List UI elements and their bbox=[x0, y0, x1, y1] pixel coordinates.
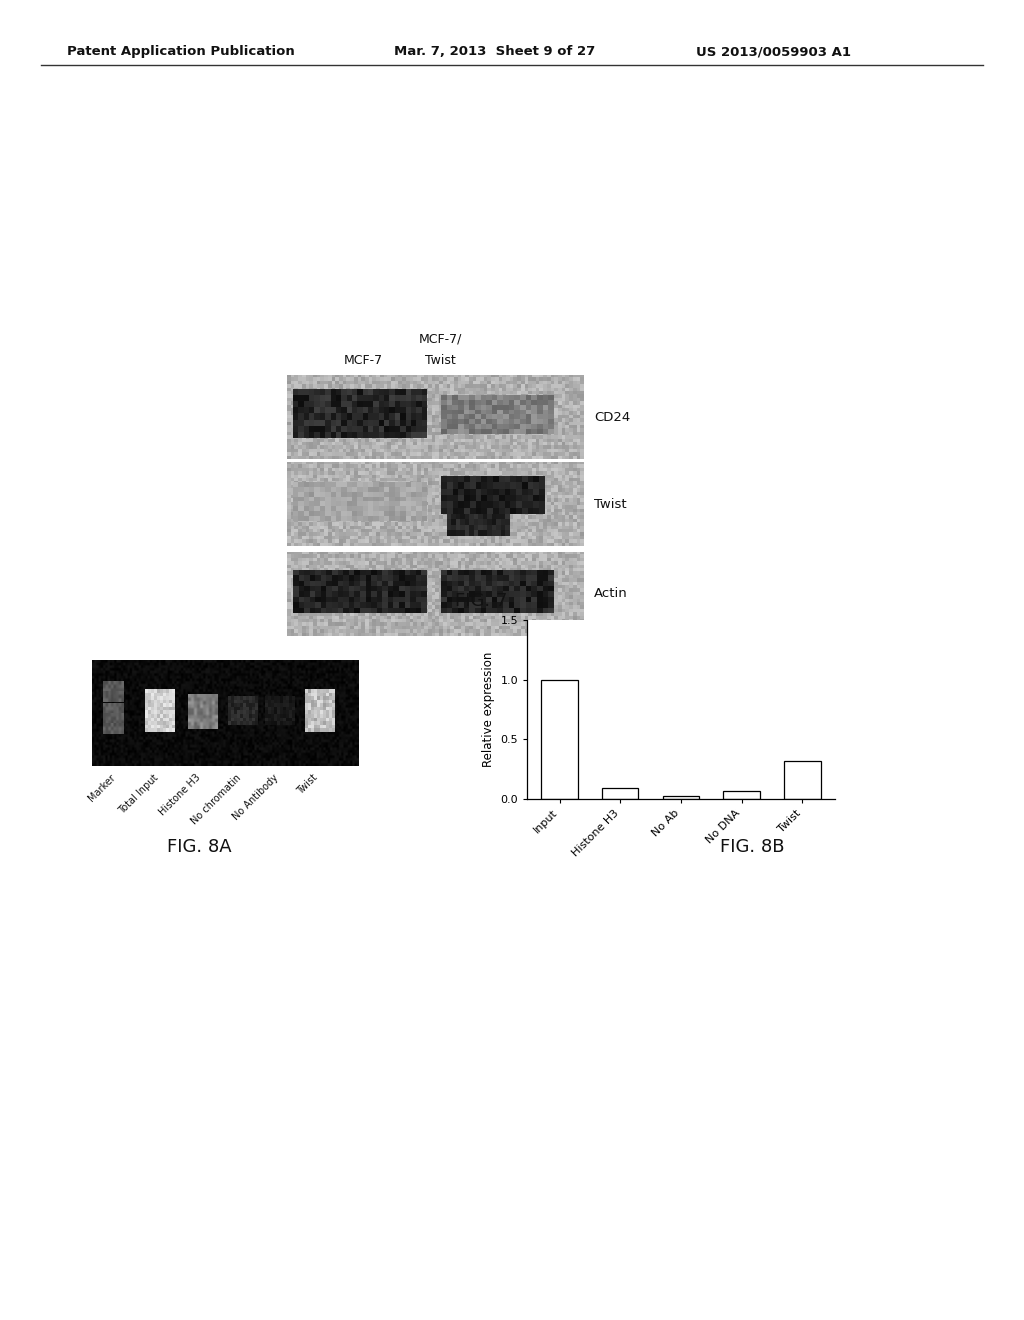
Bar bbox=[542, 680, 578, 799]
Text: Twist: Twist bbox=[594, 498, 627, 511]
Text: FIG. 8B: FIG. 8B bbox=[721, 838, 784, 857]
Text: US 2013/0059903 A1: US 2013/0059903 A1 bbox=[696, 45, 851, 58]
Text: Twist: Twist bbox=[425, 354, 456, 367]
Text: Twist: Twist bbox=[296, 772, 319, 796]
Text: No Antibody: No Antibody bbox=[230, 772, 280, 821]
Bar bbox=[663, 796, 699, 799]
Text: Marker: Marker bbox=[86, 772, 118, 803]
Text: Total Input: Total Input bbox=[117, 772, 160, 816]
Text: MCF-7: MCF-7 bbox=[344, 354, 383, 367]
Y-axis label: Relative expression: Relative expression bbox=[482, 652, 496, 767]
Bar bbox=[784, 760, 820, 799]
Bar bbox=[602, 788, 638, 799]
Text: No chromatin: No chromatin bbox=[188, 772, 243, 826]
Text: FIG. 8A: FIG. 8A bbox=[167, 838, 232, 857]
Text: FIG. 7: FIG. 7 bbox=[455, 591, 508, 610]
Text: CD24: CD24 bbox=[594, 411, 630, 424]
Bar bbox=[724, 792, 760, 799]
Text: Actin: Actin bbox=[594, 587, 628, 601]
Text: Patent Application Publication: Patent Application Publication bbox=[67, 45, 294, 58]
Text: Mar. 7, 2013  Sheet 9 of 27: Mar. 7, 2013 Sheet 9 of 27 bbox=[394, 45, 596, 58]
Text: Histone H3: Histone H3 bbox=[158, 772, 203, 817]
Text: MCF-7/: MCF-7/ bbox=[419, 333, 462, 346]
